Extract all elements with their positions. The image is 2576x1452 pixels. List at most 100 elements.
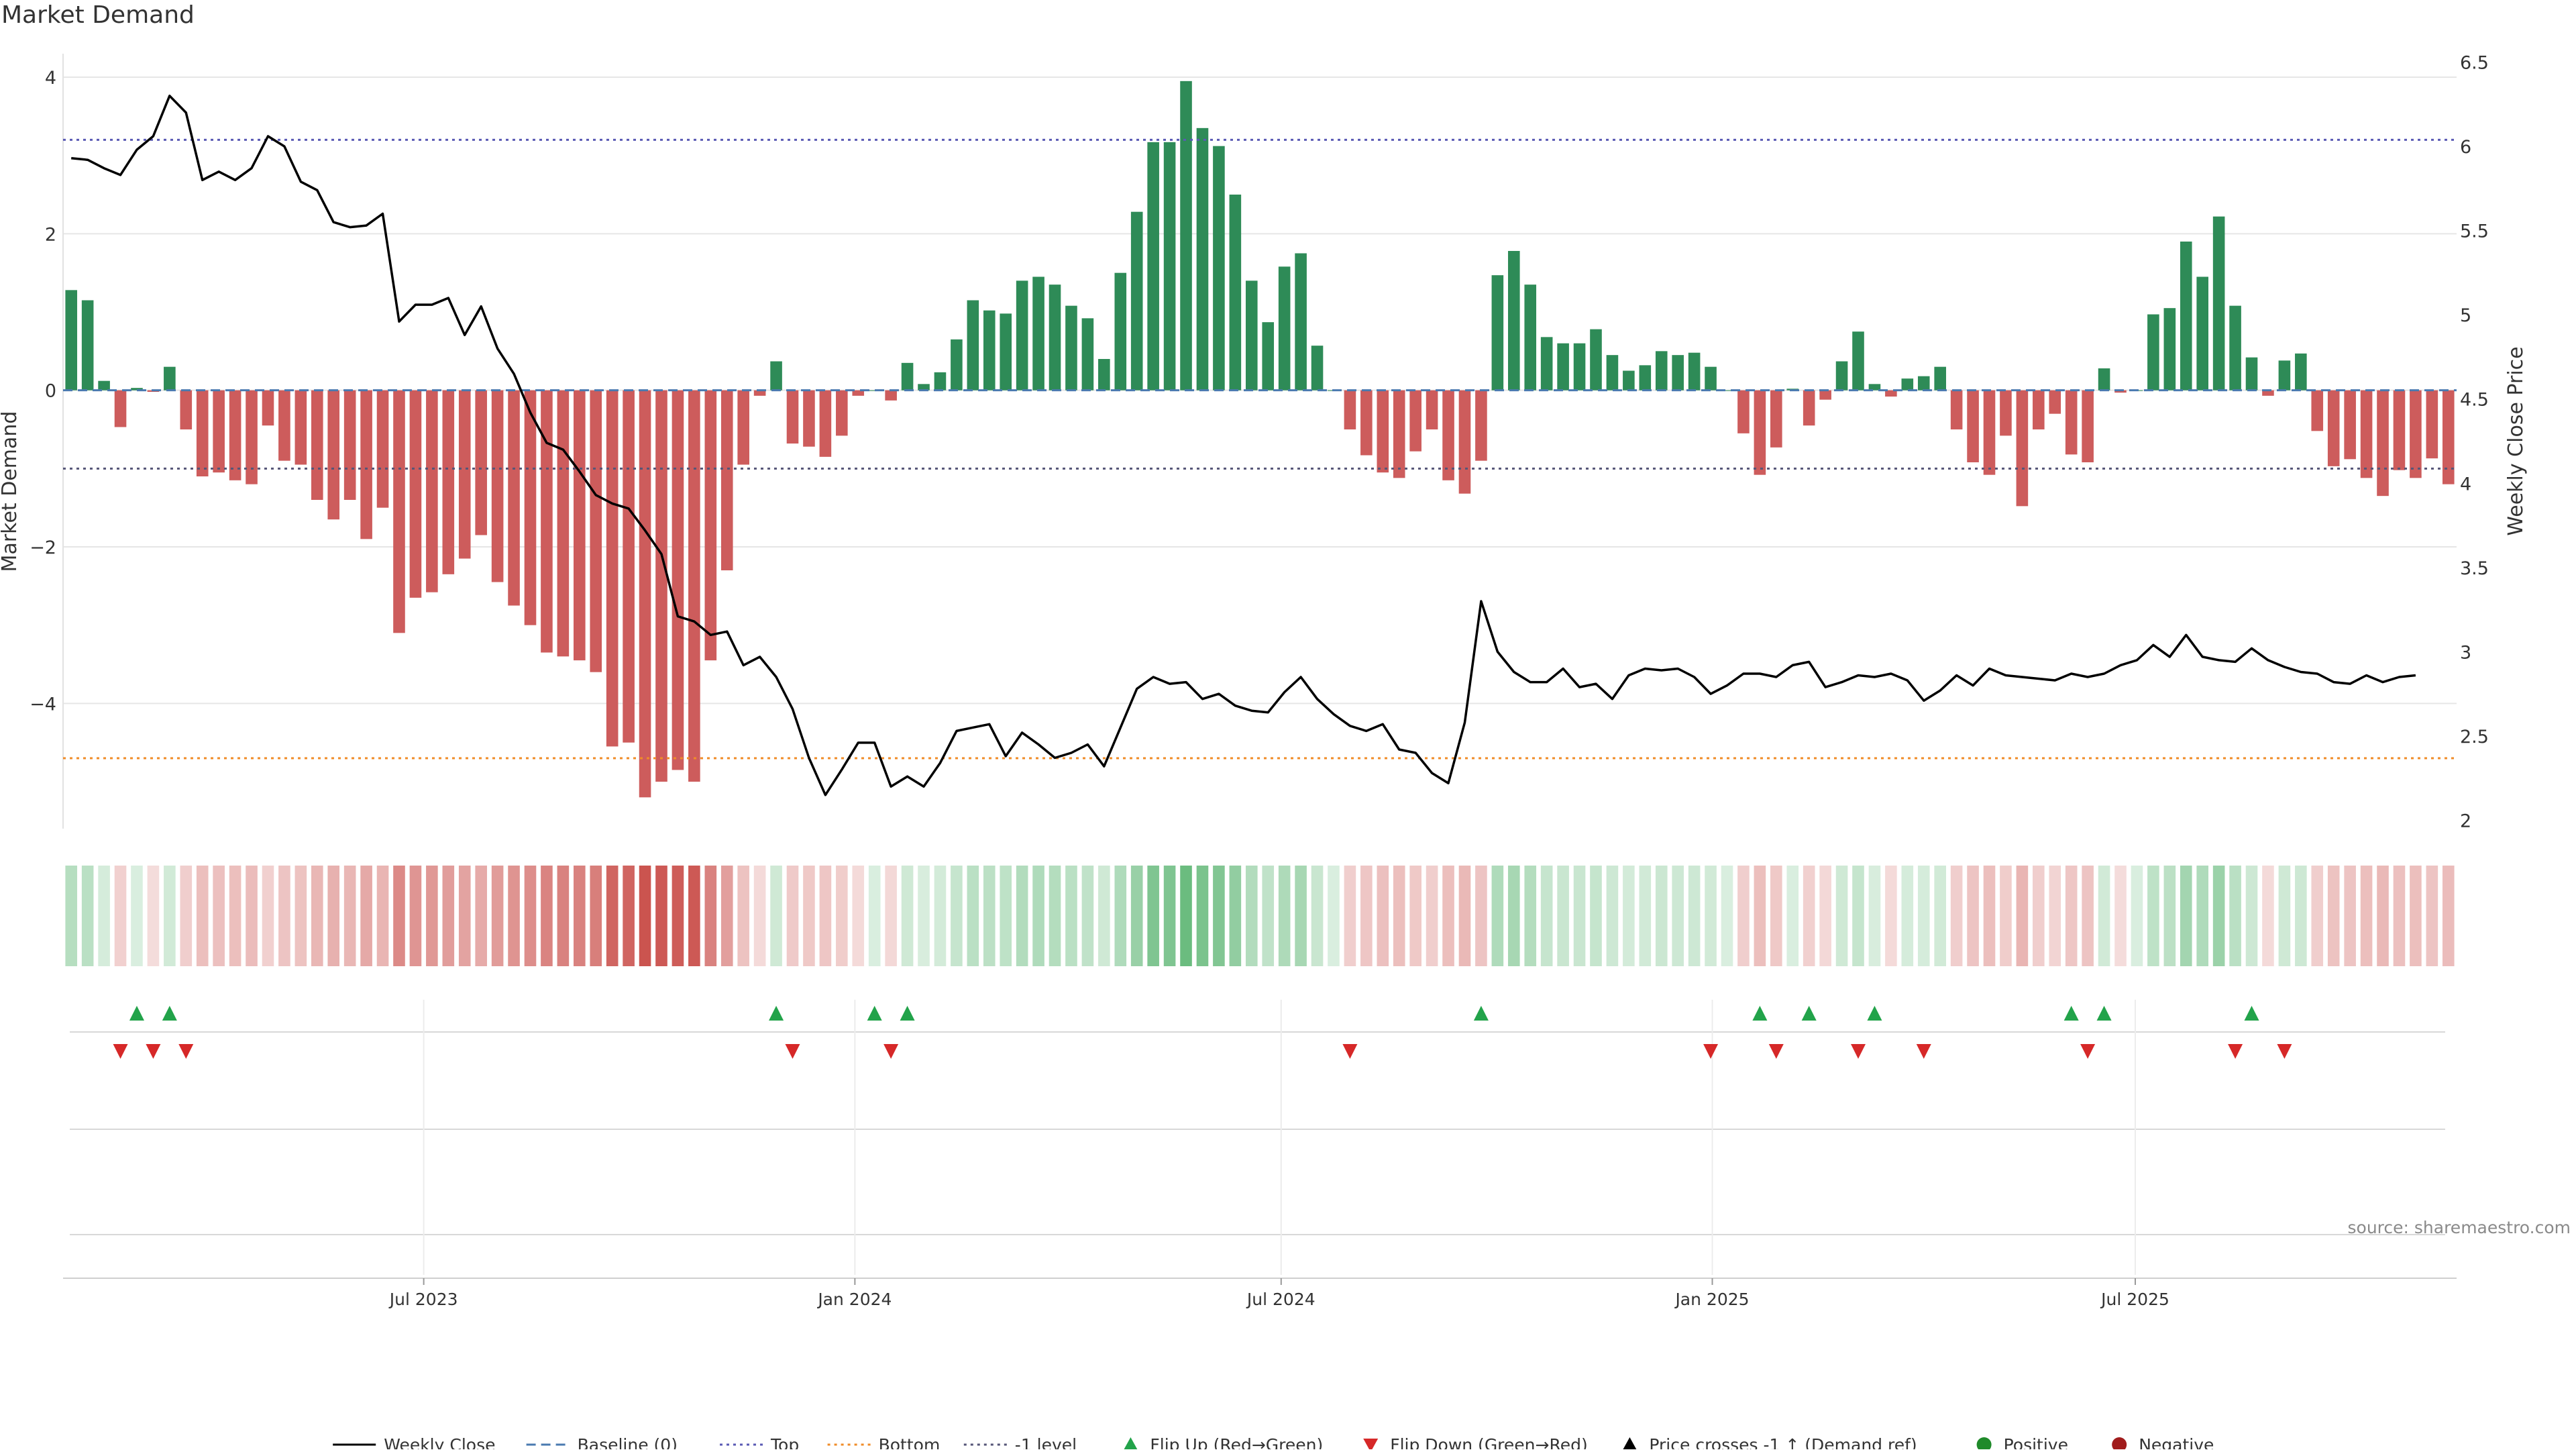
demand-bar bbox=[983, 310, 996, 391]
heat-strip-cell bbox=[1606, 866, 1619, 966]
demand-bar bbox=[2049, 390, 2061, 414]
x-tick-label: Jul 2025 bbox=[2100, 1290, 2169, 1309]
legend-swatch-triangle-down bbox=[1363, 1439, 1379, 1452]
y2-tick-label: 5.5 bbox=[2460, 221, 2489, 242]
legend-swatch-dot bbox=[1976, 1437, 1992, 1452]
heat-strip-cell bbox=[1213, 866, 1225, 966]
heat-strip-cell bbox=[720, 866, 733, 966]
heat-strip-cell bbox=[2360, 866, 2373, 966]
demand-bar bbox=[786, 390, 799, 444]
legend-label: Negative bbox=[2139, 1435, 2214, 1449]
demand-bar bbox=[2196, 276, 2209, 391]
heat-strip-cell bbox=[2229, 866, 2241, 966]
heat-strip-cell bbox=[1967, 866, 1979, 966]
demand-bar bbox=[1803, 390, 1815, 426]
y-tick-label: −2 bbox=[30, 537, 56, 558]
heat-strip-cell bbox=[655, 866, 667, 966]
heat-strip-cell bbox=[81, 866, 94, 966]
y-axis-title: Market Demand bbox=[0, 411, 21, 572]
heat-strip-cell bbox=[1672, 866, 1684, 966]
demand-bar bbox=[491, 390, 504, 582]
heat-strip-cell bbox=[1705, 866, 1717, 966]
demand-bar bbox=[1245, 280, 1258, 391]
y2-tick-label: 6 bbox=[2460, 137, 2471, 158]
heat-strip-cell bbox=[1983, 866, 1996, 966]
demand-bar bbox=[1262, 322, 1275, 391]
flip-down-marker bbox=[146, 1044, 161, 1059]
heat-strip-cell bbox=[885, 866, 897, 966]
flip-down-marker bbox=[2080, 1044, 2096, 1059]
heat-strip-cell bbox=[2114, 866, 2127, 966]
demand-bar bbox=[753, 390, 766, 396]
heat-strip-cell bbox=[180, 866, 193, 966]
chart-title: Market Demand bbox=[1, 1, 195, 29]
heat-strip-cell bbox=[2410, 866, 2422, 966]
y-tick-label: 0 bbox=[45, 381, 56, 402]
demand-bar bbox=[1360, 390, 1373, 456]
heat-strip-cell bbox=[1262, 866, 1275, 966]
heat-strip-cell bbox=[2082, 866, 2094, 966]
demand-bar bbox=[1852, 331, 1864, 391]
heat-strip-cell bbox=[1130, 866, 1143, 966]
heat-strip-cell bbox=[2327, 866, 2340, 966]
x-tick-label: Jul 2023 bbox=[388, 1290, 458, 1309]
legend-label: Positive bbox=[2004, 1435, 2068, 1449]
heat-strip-cell bbox=[1770, 866, 1782, 966]
heat-strip-cell bbox=[1573, 866, 1586, 966]
heat-strip-cell bbox=[1393, 866, 1405, 966]
heat-strip-cell bbox=[623, 866, 635, 966]
demand-bar bbox=[2442, 390, 2455, 484]
flip-down-marker bbox=[1768, 1044, 1784, 1059]
demand-bar bbox=[557, 390, 570, 657]
heat-strip-cell bbox=[1147, 866, 1159, 966]
demand-bar bbox=[1672, 355, 1684, 391]
demand-bar bbox=[1885, 390, 1897, 397]
heat-strip-cell bbox=[2393, 866, 2406, 966]
demand-bar bbox=[114, 390, 127, 427]
heat-strip-cell bbox=[147, 866, 160, 966]
heat-strip-cell bbox=[1196, 866, 1209, 966]
legend-label: Flip Up (Red→Green) bbox=[1150, 1435, 1323, 1449]
demand-bar bbox=[81, 300, 94, 391]
demand-bar bbox=[2278, 360, 2291, 391]
flip-up-marker bbox=[162, 1006, 177, 1021]
demand-bar bbox=[1835, 361, 1848, 391]
heat-strip-cell bbox=[1885, 866, 1897, 966]
demand-bar bbox=[967, 300, 979, 391]
demand-bar bbox=[1213, 146, 1225, 391]
heat-strip-cell bbox=[1278, 866, 1291, 966]
flip-down-marker bbox=[785, 1044, 800, 1059]
heat-strip-cell bbox=[1458, 866, 1471, 966]
demand-bar bbox=[2180, 242, 2192, 391]
demand-bar bbox=[672, 390, 684, 770]
demand-bar bbox=[2163, 308, 2176, 391]
demand-bar bbox=[639, 390, 651, 798]
demand-bar bbox=[1458, 390, 1471, 494]
heat-strip-cell bbox=[442, 866, 455, 966]
heat-strip-cell bbox=[1623, 866, 1635, 966]
demand-bar bbox=[1934, 366, 1946, 391]
heat-strip-cell bbox=[1426, 866, 1438, 966]
y2-axis-title: Weekly Close Price bbox=[2504, 346, 2528, 535]
flip-up-marker bbox=[1473, 1006, 1489, 1021]
demand-bar bbox=[836, 390, 848, 436]
legend-label: Weekly Close bbox=[384, 1435, 495, 1449]
demand-bar bbox=[65, 290, 78, 391]
demand-bar bbox=[2229, 305, 2241, 391]
flip-up-marker bbox=[2244, 1006, 2259, 1021]
heat-strip-cell bbox=[2344, 866, 2356, 966]
demand-bar bbox=[2212, 216, 2225, 391]
demand-bar bbox=[918, 384, 930, 391]
heat-strip-cell bbox=[65, 866, 78, 966]
heat-strip-cell bbox=[327, 866, 340, 966]
heat-strip-cell bbox=[2426, 866, 2438, 966]
demand-bar bbox=[852, 390, 865, 396]
heat-strip-cell bbox=[1049, 866, 1061, 966]
flip-down-marker bbox=[1342, 1044, 1358, 1059]
demand-bar bbox=[1311, 346, 1324, 391]
heat-strip-cell bbox=[1409, 866, 1421, 966]
demand-bar bbox=[770, 361, 782, 391]
demand-bar bbox=[2033, 390, 2045, 429]
heat-strip-cell bbox=[541, 866, 553, 966]
